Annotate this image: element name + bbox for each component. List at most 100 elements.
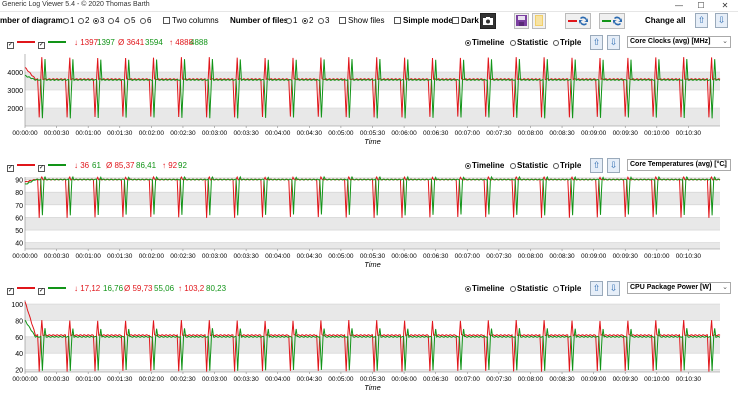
- series2-checkbox[interactable]: ✓: [38, 284, 47, 295]
- y-tick-label: 90: [15, 178, 23, 185]
- x-tick-label: 00:10:00: [644, 130, 670, 137]
- window-title: Generic Log Viewer 5.4 - © 2020 Thomas B…: [2, 1, 150, 8]
- x-tick-label: 00:08:30: [549, 253, 575, 260]
- open-folder-button[interactable]: [532, 13, 546, 29]
- diagram-radio-4[interactable]: 4: [108, 16, 119, 25]
- change-all-label: Change all: [645, 16, 686, 25]
- mode-timeline[interactable]: Timeline: [465, 161, 504, 170]
- title-bar: Generic Log Viewer 5.4 - © 2020 Thomas B…: [0, 0, 738, 12]
- stat-min-1: ↓ 36: [74, 161, 90, 170]
- x-tick-label: 00:03:00: [202, 376, 228, 383]
- screenshot-button[interactable]: [480, 13, 496, 29]
- diagram-radio-6[interactable]: 6: [140, 16, 151, 25]
- x-tick-label: 00:06:30: [423, 376, 449, 383]
- plot-band: [25, 300, 720, 305]
- radio-icon: [553, 40, 559, 46]
- chevron-down-icon: ⌄: [722, 38, 728, 45]
- radio-icon: [124, 18, 130, 24]
- sensor-select[interactable]: Core Clocks (avg) [MHz] ⌄: [627, 36, 731, 48]
- panel-up-button[interactable]: ⇧: [590, 35, 603, 50]
- y-tick-label: 20: [15, 368, 23, 375]
- y-tick-label: 40: [15, 351, 23, 358]
- x-tick-label: 00:07:00: [455, 253, 481, 260]
- x-tick-label: 00:07:30: [486, 376, 512, 383]
- save-button[interactable]: [514, 13, 529, 29]
- series1-checkbox[interactable]: ✓: [7, 38, 16, 49]
- file-radio-1[interactable]: 1: [286, 16, 297, 25]
- series2-checkbox[interactable]: ✓: [38, 38, 47, 49]
- panel-up-button[interactable]: ⇧: [590, 281, 603, 296]
- x-tick-label: 00:05:30: [360, 376, 386, 383]
- mode-statistic[interactable]: Statistic: [510, 161, 548, 170]
- file-radio-2[interactable]: 2: [302, 16, 313, 25]
- panel-down-button[interactable]: ⇩: [607, 281, 620, 296]
- x-tick-label: 00:01:30: [107, 253, 133, 260]
- x-tick-label: 00:01:00: [76, 130, 102, 137]
- mode-triple[interactable]: Triple: [553, 284, 581, 293]
- panel-down-button[interactable]: ⇩: [607, 158, 620, 173]
- series2-line-icon: [48, 38, 66, 47]
- mode-triple[interactable]: Triple: [553, 38, 581, 47]
- swap-red-button[interactable]: [565, 13, 591, 29]
- x-tick-label: 00:07:00: [455, 130, 481, 137]
- checkbox-checked-icon: ✓: [38, 288, 45, 295]
- diagram-radio-1[interactable]: 1: [63, 16, 74, 25]
- panel-down-button[interactable]: ⇩: [607, 35, 620, 50]
- maximize-button[interactable]: ☐: [697, 1, 705, 10]
- radio-icon: [510, 40, 516, 46]
- y-tick-label: 80: [15, 318, 23, 325]
- show-files-checkbox[interactable]: Show files: [339, 16, 384, 25]
- chart-3: 20 40 60 80 100 00:00:00 00:00:30 00:01:00 00:01…: [11, 300, 721, 392]
- dark-checkbox[interactable]: Dark: [452, 16, 479, 25]
- mode-triple[interactable]: Triple: [553, 161, 581, 170]
- checkbox-checked-icon: ✓: [7, 42, 14, 49]
- series-line-2: [24, 175, 721, 216]
- file-radio-3[interactable]: 3: [318, 16, 329, 25]
- x-tick-label: 00:04:30: [297, 130, 323, 137]
- sensor-select[interactable]: CPU Package Power [W] ⌄: [627, 282, 731, 294]
- panel-up-button[interactable]: ⇧: [590, 158, 603, 173]
- diagram-radio-5[interactable]: 5: [124, 16, 135, 25]
- mode-timeline[interactable]: Timeline: [465, 38, 504, 47]
- simple-mode-checkbox[interactable]: Simple mode: [394, 16, 453, 25]
- chevron-down-icon: ⌄: [722, 284, 728, 291]
- swap-green-button[interactable]: [599, 13, 625, 29]
- diagram-radio-3[interactable]: 3: [93, 16, 104, 25]
- radio-icon: [78, 18, 84, 24]
- plot-band: [25, 54, 720, 72]
- x-tick-label: 00:02:30: [170, 376, 196, 383]
- sensor-select[interactable]: Core Temperatures (avg) [°C] ⌄: [627, 159, 731, 171]
- arrow-up-icon: ⇧: [592, 160, 601, 170]
- x-tick-label: 00:10:30: [676, 376, 702, 383]
- change-all-down-button[interactable]: ⇩: [715, 13, 728, 28]
- series1-line-icon: [17, 161, 35, 170]
- checkbox-checked-icon: ✓: [38, 42, 45, 49]
- series2-line-icon: [48, 284, 66, 293]
- save-icon: [516, 15, 527, 26]
- series2-checkbox[interactable]: ✓: [38, 161, 47, 172]
- x-tick-label: 00:05:00: [328, 376, 354, 383]
- x-tick-label: 00:08:00: [518, 376, 544, 383]
- mode-statistic[interactable]: Statistic: [510, 284, 548, 293]
- stat-min-2: 61: [92, 161, 101, 170]
- diagram-radio-2[interactable]: 2: [78, 16, 89, 25]
- close-button[interactable]: ✕: [721, 1, 729, 10]
- series1-checkbox[interactable]: ✓: [7, 161, 16, 172]
- two-columns-checkbox[interactable]: Two columns: [163, 16, 219, 25]
- radio-selected-icon: [465, 286, 471, 292]
- stat-max-1: ↑ 92: [162, 161, 178, 170]
- y-tick-label: 3000: [7, 88, 23, 95]
- folder-icon: [535, 15, 543, 26]
- series1-line-icon: [17, 284, 35, 293]
- minimize-button[interactable]: —: [675, 1, 683, 10]
- series1-checkbox[interactable]: ✓: [7, 284, 16, 295]
- mode-statistic[interactable]: Statistic: [510, 38, 548, 47]
- x-tick-label: 00:08:30: [549, 376, 575, 383]
- x-tick-label: 00:00:30: [44, 253, 70, 260]
- x-tick-label: 00:00:30: [44, 376, 70, 383]
- x-tick-label: 00:02:00: [139, 130, 165, 137]
- y-tick-label: 60: [15, 335, 23, 342]
- x-tick-label: 00:01:30: [107, 376, 133, 383]
- mode-timeline[interactable]: Timeline: [465, 284, 504, 293]
- change-all-up-button[interactable]: ⇧: [695, 13, 708, 28]
